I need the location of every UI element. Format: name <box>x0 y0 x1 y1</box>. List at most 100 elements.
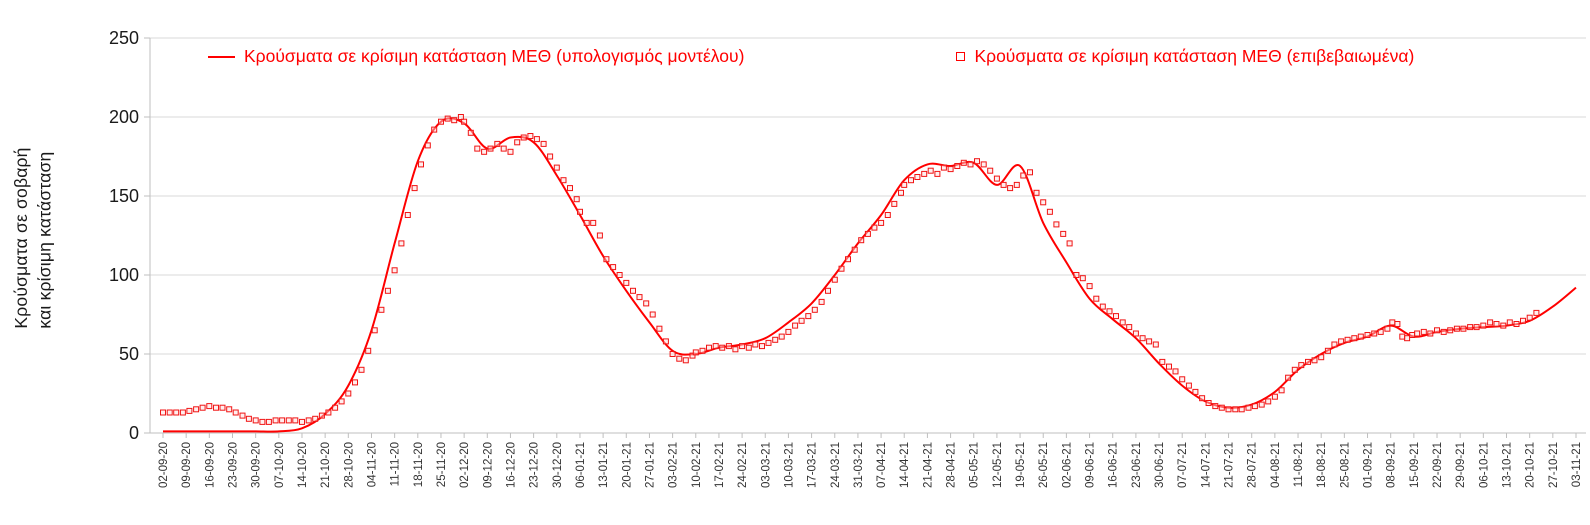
confirmed-point <box>1245 404 1252 411</box>
x-tick-label: 18-11-20 <box>413 442 425 487</box>
confirmed-point <box>1172 368 1179 375</box>
confirmed-point <box>299 418 305 425</box>
x-tick-label: 10-02-21 <box>691 442 703 488</box>
confirmed-point <box>494 140 501 147</box>
confirmed-point <box>1440 328 1447 335</box>
confirmed-point <box>1526 314 1533 321</box>
confirmed-point <box>831 276 838 283</box>
confirmed-point <box>1520 317 1526 324</box>
confirmed-point <box>1007 185 1014 192</box>
confirmed-point <box>451 117 458 124</box>
confirmed-point <box>457 114 464 120</box>
y-tick-label: 100 <box>109 265 139 285</box>
confirmed-point <box>778 333 785 340</box>
confirmed-point <box>1013 181 1020 188</box>
confirmed-point <box>1251 403 1258 410</box>
confirmed-point <box>1212 403 1219 410</box>
confirmed-point <box>1066 240 1073 247</box>
x-tick-label: 06-10-21 <box>1478 442 1490 488</box>
confirmed-point <box>1126 324 1133 331</box>
x-tick-label: 05-05-21 <box>969 442 981 488</box>
confirmed-point <box>474 145 481 152</box>
confirmed-point <box>438 118 444 125</box>
confirmed-point <box>947 166 954 173</box>
x-tick-label: 25-08-21 <box>1339 442 1351 488</box>
confirmed-point <box>500 145 507 152</box>
confirmed-point <box>332 404 339 411</box>
confirmed-point <box>193 406 200 413</box>
confirmed-point <box>352 379 358 386</box>
x-tick-label: 07-04-21 <box>876 442 888 488</box>
confirmed-point <box>1384 325 1391 332</box>
confirmed-point <box>1046 208 1053 215</box>
confirmed-point <box>1404 335 1411 342</box>
confirmed-point <box>1460 325 1467 332</box>
confirmed-point <box>1040 199 1047 206</box>
confirmed-point <box>186 407 193 414</box>
confirmed-point <box>567 185 573 192</box>
confirmed-point <box>245 415 252 422</box>
x-tick-label: 02-12-20 <box>459 442 471 488</box>
confirmed-point <box>1027 169 1033 176</box>
confirmed-point <box>533 136 540 143</box>
confirmed-point <box>481 148 488 155</box>
x-tick-label: 08-09-21 <box>1386 442 1398 488</box>
confirmed-point <box>199 404 206 411</box>
y-tick-label: 200 <box>109 107 139 127</box>
line-swatch-icon <box>208 55 235 58</box>
confirmed-point <box>1199 395 1206 402</box>
confirmed-point <box>487 145 494 152</box>
confirmed-point <box>692 349 699 356</box>
confirmed-point <box>1480 322 1487 329</box>
x-tick-label: 10-03-21 <box>783 442 795 488</box>
legend: Κρούσματα σε κρίσιμη κατάσταση ΜΕΘ (υπολ… <box>208 46 1414 67</box>
confirmed-point <box>676 355 683 362</box>
confirmed-point <box>1271 393 1278 400</box>
confirmed-point <box>1093 295 1100 302</box>
confirmed-point <box>378 306 385 313</box>
x-tick-label: 31-03-21 <box>853 442 865 488</box>
axes <box>144 37 1586 438</box>
x-tick-label: 04-08-21 <box>1270 442 1282 488</box>
confirmed-point <box>424 142 431 149</box>
confirmed-point <box>732 346 739 353</box>
confirmed-point <box>1533 309 1540 316</box>
confirmed-point <box>1060 230 1067 237</box>
x-tick-label: 07-10-20 <box>274 442 286 488</box>
x-tick-label: 20-10-21 <box>1525 442 1537 488</box>
confirmed-point <box>878 219 885 226</box>
confirmed-point <box>461 118 468 125</box>
confirmed-point <box>643 300 650 307</box>
confirmed-point <box>398 240 405 247</box>
confirmed-point <box>785 328 792 335</box>
confirmed-point <box>662 338 669 345</box>
confirmed-point <box>1232 406 1239 413</box>
confirmed-point <box>527 133 534 139</box>
confirmed-point <box>1265 398 1272 405</box>
confirmed-point <box>384 287 391 294</box>
confirmed-point <box>365 347 372 354</box>
confirmed-point <box>520 134 527 141</box>
confirmed-point <box>759 343 765 350</box>
confirmed-point <box>851 246 858 253</box>
confirmed-point <box>596 232 603 239</box>
confirmed-point <box>1278 387 1285 394</box>
x-tick-label: 03-11-21 <box>1571 442 1583 487</box>
x-tick-label: 23-09-20 <box>227 442 239 488</box>
confirmed-point <box>259 418 266 425</box>
x-tick-label: 09-12-20 <box>482 442 494 488</box>
confirmed-point <box>1500 322 1507 329</box>
confirmed-point <box>1166 363 1172 370</box>
x-tick-label: 19-05-21 <box>1015 442 1027 488</box>
model-line <box>163 117 1577 433</box>
x-tick-label: 14-07-21 <box>1200 442 1212 488</box>
confirmed-point <box>1506 319 1513 326</box>
confirmed-point <box>1473 324 1480 331</box>
confirmed-point <box>1146 338 1153 345</box>
x-tick-label: 26-05-21 <box>1038 442 1050 488</box>
x-tick-label: 03-03-21 <box>760 442 772 488</box>
x-tick-label: 30-12-20 <box>552 442 564 488</box>
confirmed-point <box>553 164 560 171</box>
confirmed-point <box>1493 321 1500 327</box>
